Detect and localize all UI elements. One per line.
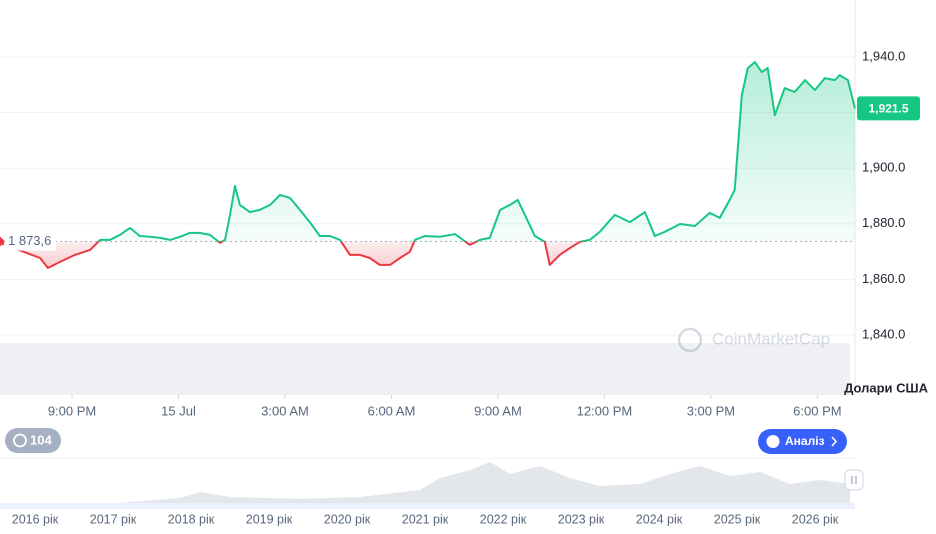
x-tick-label: 9:00 AM (474, 403, 522, 418)
navigator-label: 2026 рік (792, 512, 839, 526)
x-tick-label: 6:00 AM (368, 403, 416, 418)
watermark: CoinMarketCap (677, 327, 830, 353)
y-tick-label: 1,900.0 (862, 160, 905, 175)
x-tick-label: 3:00 AM (261, 403, 309, 418)
y-tick-label: 1,860.0 (862, 271, 905, 286)
navigator-label: 2025 рік (714, 512, 761, 526)
navigator-label: 2018 рік (168, 512, 215, 526)
volume-area (0, 343, 850, 395)
x-tick-label: 3:00 PM (687, 403, 735, 418)
x-tick-label: 9:00 PM (48, 403, 96, 418)
x-tick-label: 6:00 PM (793, 403, 841, 418)
baseline-label: 1 873,6 (8, 233, 51, 248)
navigator-label: 2017 рік (90, 512, 137, 526)
navigator-label: 2019 рік (246, 512, 293, 526)
watermark-text: CoinMarketCap (712, 329, 830, 348)
navigator-label: 2021 рік (402, 512, 449, 526)
x-tick-label: 12:00 PM (577, 403, 633, 418)
navigator-label: 2020 рік (324, 512, 371, 526)
baseline-arrow (0, 236, 5, 247)
price-tag-label: 1,921.5 (868, 102, 908, 116)
baseline-label-bg (4, 232, 56, 251)
navigator-label: 2024 рік (636, 512, 683, 526)
area (0, 62, 855, 268)
y-tick-label: 1,840.0 (862, 326, 905, 341)
navigator (0, 457, 864, 509)
y-tick-label: 1,940.0 (862, 48, 905, 63)
y-tick-label: 1,880.0 (862, 215, 905, 230)
price-tag (857, 96, 920, 121)
button-text: Аналіз (785, 434, 825, 448)
navigator-label: 2023 рік (558, 512, 605, 526)
y-axis-label: Долари США (844, 380, 929, 395)
badge-text: 104 (30, 432, 52, 447)
analysis-button[interactable]: Аналіз (758, 429, 847, 454)
price-line (0, 61, 856, 269)
navigator-label: 2022 рік (480, 512, 527, 526)
badge[interactable]: 104 (5, 428, 61, 453)
x-tick-label: 15 Jul (161, 403, 196, 418)
navigator-label: 2016 рік (12, 512, 59, 526)
